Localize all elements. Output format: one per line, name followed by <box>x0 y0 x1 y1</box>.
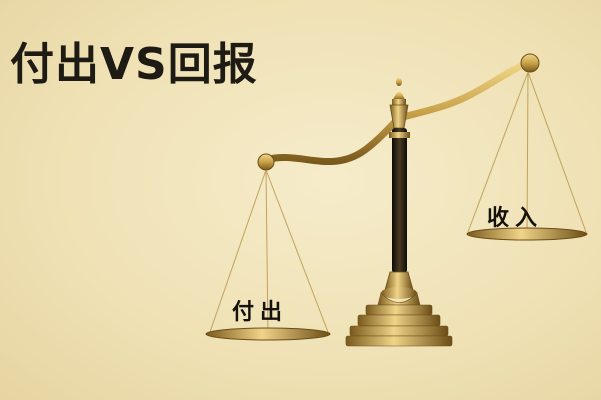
right-pan-strings <box>467 71 587 237</box>
left-pan-strings <box>209 169 329 336</box>
right-pan-label: 收入 <box>487 206 544 231</box>
beam-left-knob <box>257 153 275 171</box>
scale-pillar <box>392 128 407 273</box>
beam-right-knob <box>520 53 540 73</box>
right-pan <box>466 227 588 241</box>
scale-base <box>345 287 453 347</box>
left-pan-label: 付出 <box>232 300 289 325</box>
left-pan <box>205 327 331 341</box>
scale-finial <box>389 78 409 129</box>
page-title: 付出VS回报 <box>10 39 258 90</box>
